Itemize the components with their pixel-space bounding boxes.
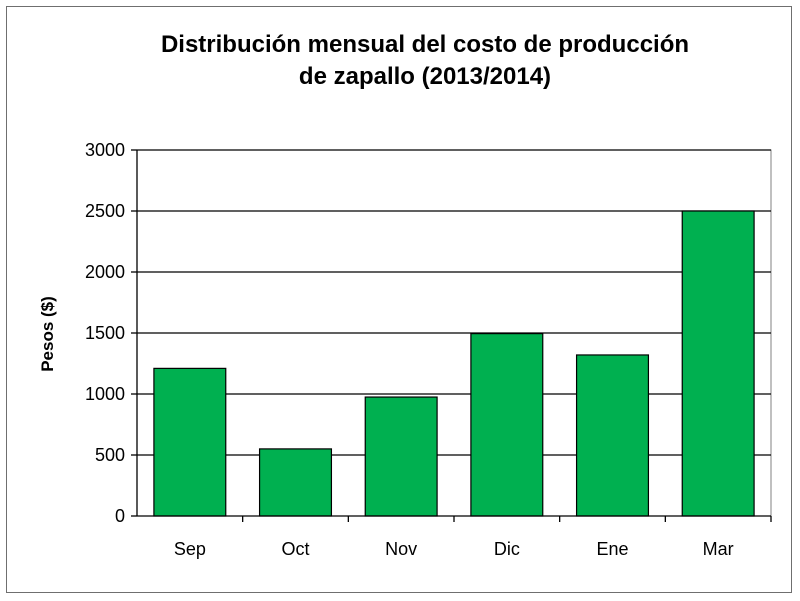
bar-sep [153,367,227,517]
y-tick-label: 3000 [85,140,125,160]
y-tick-label: 0 [115,506,125,526]
y-tick-label: 500 [95,445,125,465]
axes [131,149,772,522]
y-tick-label: 1500 [85,323,125,343]
x-tick-label: Sep [174,539,206,559]
x-tick-label: Oct [281,539,309,559]
chart-title-line-1: Distribución mensual del costo de produc… [161,31,689,58]
chart-title-line-2: de zapallo (2013/2014) [299,63,551,90]
bar-dic [470,333,544,517]
y-tick-label: 2000 [85,262,125,282]
x-tick-label: Ene [596,539,628,559]
y-tick-label: 2500 [85,201,125,221]
y-tick-labels: 0 500 1000 1500 2000 2500 3000 [85,140,125,526]
bar-oct [258,448,333,517]
grid-lines [136,149,772,517]
y-axis-label: Pesos ($) [38,296,57,372]
x-tick-label: Dic [494,539,520,559]
x-tick-label: Mar [703,539,734,559]
bar-ene [575,354,650,517]
bars [153,210,755,517]
x-tick-labels: Sep Oct Nov Dic Ene Mar [174,539,734,559]
bar-mar [681,210,755,517]
bar-nov [364,396,438,517]
x-tick-label: Nov [385,539,417,559]
y-tick-label: 1000 [85,384,125,404]
